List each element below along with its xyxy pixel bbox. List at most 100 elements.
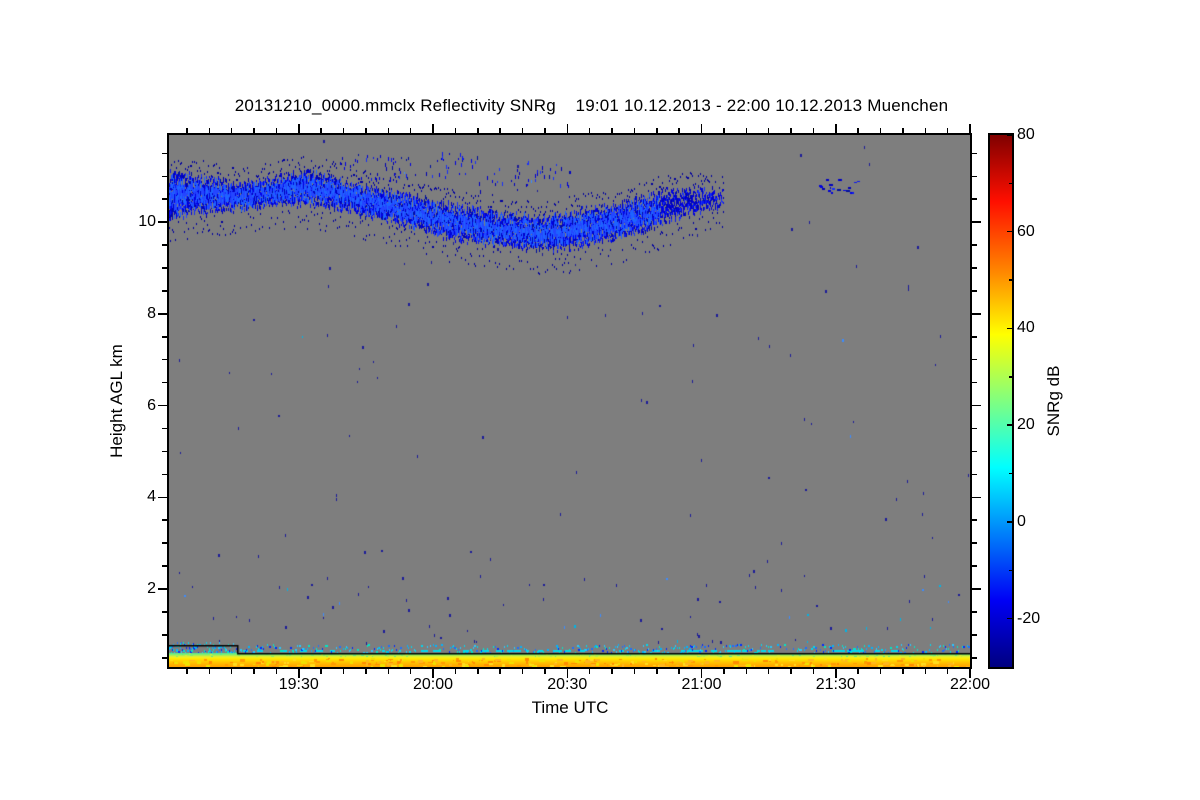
y-tick-label: 10 (138, 213, 156, 231)
axis-tick (969, 669, 971, 678)
axis-tick (230, 669, 233, 674)
axis-tick (158, 496, 167, 499)
axis-tick (972, 221, 981, 223)
colorbar-tick-label: 80 (1017, 126, 1035, 143)
colorbar-tick-label: 40 (1017, 319, 1035, 337)
axis-tick (812, 128, 815, 133)
axis-tick (275, 128, 278, 133)
axis-tick (924, 669, 926, 674)
axis-tick (432, 124, 434, 133)
axis-tick (162, 565, 167, 567)
axis-tick (767, 669, 770, 674)
y-tick-label: 8 (147, 304, 156, 322)
axis-tick (969, 124, 971, 133)
x-tick-label: 21:00 (681, 676, 722, 693)
axis-tick (208, 128, 211, 133)
axis-tick (767, 128, 770, 133)
axis-tick (454, 669, 457, 674)
axis-tick (1009, 182, 1012, 185)
axis-tick (972, 634, 977, 636)
axis-tick (972, 588, 981, 590)
x-axis-label: Time UTC (531, 698, 609, 717)
axis-tick (972, 542, 977, 544)
axis-tick (521, 669, 524, 674)
axis-tick (972, 496, 981, 499)
axis-tick (454, 128, 457, 133)
axis-tick (158, 221, 167, 223)
axis-tick (477, 128, 479, 133)
axis-tick (1007, 424, 1012, 426)
axis-tick (186, 128, 188, 133)
axis-tick (972, 198, 977, 200)
axis-tick (972, 611, 977, 613)
axis-tick (1009, 472, 1012, 475)
axis-tick (162, 267, 167, 269)
axis-tick (972, 175, 977, 178)
x-tick-label: 21:30 (815, 676, 856, 693)
axis-tick (1007, 617, 1012, 620)
x-tick-label: 22:00 (949, 676, 991, 693)
axis-tick (656, 128, 658, 133)
axis-tick (700, 669, 703, 678)
axis-tick (972, 152, 977, 155)
axis-tick (320, 128, 322, 133)
axis-tick (162, 336, 167, 338)
axis-tick (857, 669, 859, 674)
axis-tick (902, 669, 904, 674)
axis-tick (611, 128, 613, 133)
axis-tick (387, 669, 390, 674)
axis-tick (902, 128, 904, 133)
axis-tick (162, 611, 167, 613)
x-tick-label: 20:00 (412, 676, 454, 693)
axis-tick (972, 565, 977, 567)
axis-tick (409, 669, 412, 674)
axis-tick (499, 669, 501, 674)
axis-tick (972, 427, 977, 430)
axis-tick (972, 313, 981, 315)
axis-tick (162, 634, 167, 636)
axis-tick (275, 669, 278, 674)
axis-tick (566, 669, 568, 678)
axis-tick (879, 669, 882, 674)
axis-tick (365, 128, 367, 133)
colorbar-tick-label: 20 (1017, 416, 1035, 434)
axis-tick (1007, 134, 1012, 136)
axis-tick (162, 358, 167, 361)
axis-tick (432, 669, 434, 678)
axis-tick (499, 128, 501, 133)
axis-tick (1009, 376, 1012, 378)
axis-tick (972, 244, 977, 246)
y-tick-label: 6 (147, 396, 156, 414)
axis-tick (700, 124, 703, 133)
axis-tick (158, 404, 167, 407)
axis-tick (544, 128, 546, 133)
axis-tick (678, 669, 680, 674)
axis-tick (656, 669, 658, 674)
axis-tick (972, 358, 977, 361)
axis-tick (365, 669, 367, 674)
axis-tick (230, 128, 233, 133)
axis-tick (162, 519, 167, 521)
axis-tick (633, 128, 636, 133)
x-tick-label: 19:30 (278, 676, 319, 693)
axis-tick (158, 313, 167, 315)
axis-tick (162, 198, 167, 200)
axis-tick (972, 450, 977, 453)
axis-tick (835, 669, 837, 678)
axis-tick (972, 473, 977, 476)
axis-tick (162, 381, 167, 384)
x-tick-label: 20:30 (547, 676, 588, 693)
axis-tick (298, 124, 300, 133)
axis-tick (1009, 279, 1012, 281)
y-tick-label: 4 (147, 488, 156, 506)
axis-tick (566, 124, 568, 133)
axis-tick (946, 669, 949, 674)
axis-tick (162, 542, 167, 544)
axis-tick (972, 290, 977, 292)
axis-tick (946, 128, 949, 133)
axis-tick (924, 128, 926, 133)
axis-tick (320, 669, 322, 674)
axis-tick (342, 128, 345, 133)
axis-tick (544, 669, 546, 674)
